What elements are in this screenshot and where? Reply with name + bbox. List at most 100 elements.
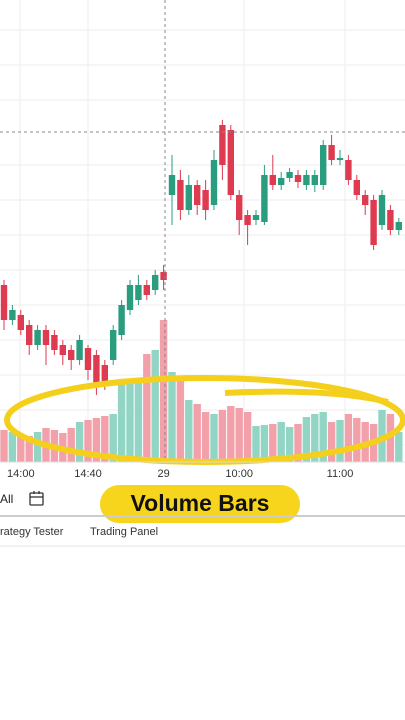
plot	[0, 120, 403, 462]
x-tick-label: 10:00	[225, 468, 253, 480]
candle-body	[345, 160, 352, 180]
candle-body	[59, 345, 66, 355]
range-button[interactable]: All	[0, 492, 13, 506]
candle-body	[252, 215, 260, 220]
volume-bar	[151, 350, 159, 462]
candle-body	[101, 365, 108, 385]
volume-bar	[235, 408, 243, 462]
candle-body	[227, 130, 234, 195]
candle-body	[160, 272, 167, 280]
volume-bar	[117, 382, 126, 462]
candle-body	[118, 305, 125, 335]
candle-body	[202, 190, 209, 210]
candle-body	[278, 178, 285, 185]
volume-bar	[319, 412, 327, 462]
volume-bar	[126, 380, 134, 462]
volume-bar	[25, 436, 33, 462]
candle-body	[236, 195, 243, 220]
candle-body	[76, 340, 83, 360]
volume-bar	[269, 424, 277, 462]
volume-bar	[353, 418, 361, 462]
volume-bar	[243, 412, 252, 462]
candle-body	[9, 310, 16, 320]
candle-body	[311, 175, 318, 185]
candle-body	[353, 180, 360, 195]
volume-bar	[109, 414, 117, 462]
candle-body	[34, 330, 41, 345]
candle-body	[93, 355, 100, 385]
badge	[100, 485, 300, 523]
candle-body	[126, 285, 134, 310]
candle-body	[177, 180, 184, 210]
volume-bar	[227, 406, 235, 462]
candle-body	[320, 145, 327, 185]
volume-bar	[260, 425, 269, 462]
x-tick-label: 29	[157, 468, 169, 480]
candle-body	[294, 175, 302, 182]
candle-body	[336, 158, 344, 160]
volume-bar	[327, 422, 336, 462]
volume-bar	[285, 427, 294, 462]
volume-bar	[168, 372, 176, 462]
volume-bar	[0, 430, 8, 462]
volume-bar	[8, 432, 17, 462]
volume-bar	[84, 420, 92, 462]
volume-bar	[252, 426, 260, 462]
calendar-icon[interactable]	[29, 491, 44, 506]
candle-body	[68, 350, 75, 360]
candle-body	[0, 285, 8, 320]
candle-body	[210, 160, 218, 205]
volume-bar	[395, 432, 403, 462]
volume-bar	[143, 354, 151, 462]
candle-body	[168, 175, 176, 195]
candle-body	[194, 185, 201, 205]
x-tick-label: 14:40	[74, 468, 102, 480]
volume-bar	[193, 404, 201, 462]
candle-body	[395, 222, 402, 230]
volume-bar	[311, 414, 319, 462]
candle-body	[261, 175, 268, 222]
candle-body	[286, 172, 293, 178]
candle-body	[269, 175, 276, 185]
volume-bar	[92, 418, 101, 462]
x-axis: 14:00 14:40 29 10:00 11:00	[7, 468, 353, 480]
badge-text: Volume Bars	[131, 490, 270, 516]
candle-body	[370, 200, 377, 245]
candle-body	[26, 325, 33, 345]
volume-bar	[101, 416, 109, 462]
candle-body	[51, 335, 58, 350]
highlight-stroke	[224, 388, 389, 405]
volume-bar	[302, 417, 311, 462]
volume-bar	[134, 378, 143, 462]
tab[interactable]: rategy Tester	[0, 526, 64, 538]
volume-bar	[336, 420, 344, 462]
volume-bar	[185, 400, 193, 462]
candle-body	[143, 285, 150, 295]
volume-bar	[294, 424, 302, 462]
volume-bar	[17, 434, 25, 462]
candle-body	[303, 175, 310, 185]
volume-bar	[218, 410, 227, 462]
candle-body	[135, 285, 142, 300]
candle-body	[219, 125, 226, 165]
candle-body	[362, 195, 369, 205]
volume-bar	[67, 428, 75, 462]
candle-body	[42, 330, 50, 345]
volume-bar	[344, 414, 353, 462]
volume-bar	[210, 414, 218, 462]
tab[interactable]: Trading Panel	[90, 526, 158, 538]
x-tick-label: 14:00	[7, 468, 35, 480]
volume-bar	[277, 422, 285, 462]
candle-body	[17, 315, 24, 330]
candle-body	[152, 275, 159, 290]
candle-body	[84, 348, 92, 370]
candle-body	[378, 195, 386, 225]
candle-body	[328, 145, 335, 160]
x-tick-label: 11:00	[327, 468, 354, 480]
candle-body	[387, 210, 394, 230]
candle-body	[185, 185, 192, 210]
volume-bar	[75, 422, 84, 462]
candle-body	[110, 330, 117, 360]
volume-bar	[159, 320, 168, 462]
